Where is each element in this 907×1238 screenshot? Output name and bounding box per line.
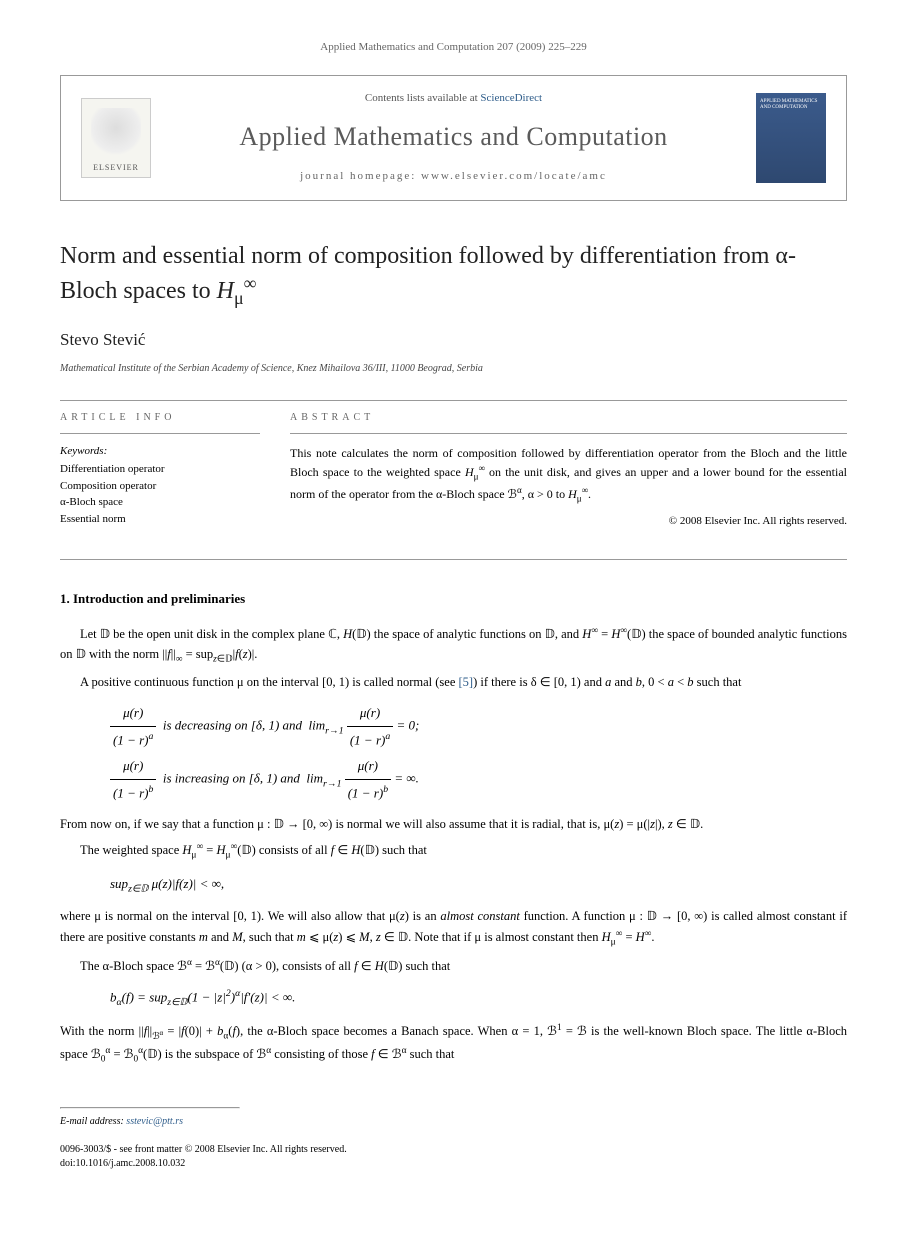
running-head: Applied Mathematics and Computation 207 … bbox=[60, 40, 847, 55]
elsevier-tree-icon bbox=[91, 108, 141, 158]
keyword: Differentiation operator bbox=[60, 461, 260, 478]
abstract-text: This note calculates the norm of composi… bbox=[290, 444, 847, 506]
body-paragraph: A positive continuous function μ on the … bbox=[60, 673, 847, 692]
journal-cover-thumb: APPLIED MATHEMATICS AND COMPUTATION bbox=[756, 93, 826, 183]
keyword: Composition operator bbox=[60, 478, 260, 495]
math-line: μ(r)(1 − r)b is increasing on [δ, 1) and… bbox=[110, 753, 847, 806]
header-center: Contents lists available at ScienceDirec… bbox=[151, 91, 756, 184]
divider-rule bbox=[60, 559, 847, 560]
homepage-line: journal homepage: www.elsevier.com/locat… bbox=[171, 169, 736, 184]
abstract-copyright: © 2008 Elsevier Inc. All rights reserved… bbox=[290, 514, 847, 529]
abstract-column: ABSTRACT This note calculates the norm o… bbox=[290, 401, 847, 529]
body-paragraph: where μ is normal on the interval [0, 1)… bbox=[60, 907, 847, 950]
email-label: E-mail address: bbox=[60, 1116, 126, 1127]
front-matter-line: 0096-3003/$ - see front matter © 2008 El… bbox=[60, 1143, 847, 1157]
body-paragraph: From now on, if we say that a function μ… bbox=[60, 815, 847, 834]
abstract-header: ABSTRACT bbox=[290, 401, 847, 434]
math-display: supz∈𝔻 μ(z)|f(z)| < ∞, bbox=[110, 871, 847, 899]
body-paragraph: The α-Bloch space ℬα = ℬα(𝔻) (α > 0), co… bbox=[60, 956, 847, 977]
keywords-label: Keywords: bbox=[60, 444, 260, 459]
author-affiliation: Mathematical Institute of the Serbian Ac… bbox=[60, 362, 847, 376]
math-display: μ(r)(1 − r)a is decreasing on [δ, 1) and… bbox=[110, 700, 847, 807]
contents-line: Contents lists available at ScienceDirec… bbox=[171, 91, 736, 106]
info-abstract-row: ARTICLE INFO Keywords: Differentiation o… bbox=[60, 401, 847, 529]
journal-header-box: ELSEVIER Contents lists available at Sci… bbox=[60, 75, 847, 200]
keyword: α-Bloch space bbox=[60, 494, 260, 511]
math-line: μ(r)(1 − r)a is decreasing on [δ, 1) and… bbox=[110, 700, 847, 753]
cover-title: APPLIED MATHEMATICS AND COMPUTATION bbox=[760, 99, 822, 111]
math-display: bα(f) = supz∈𝔻(1 − |z|2)α|f′(z)| < ∞. bbox=[110, 984, 847, 1012]
keyword: Essential norm bbox=[60, 511, 260, 528]
article-title: Norm and essential norm of composition f… bbox=[60, 241, 847, 310]
email-link[interactable]: sstevic@ptt.rs bbox=[126, 1116, 183, 1127]
email-footnote: E-mail address: sstevic@ptt.rs bbox=[60, 1115, 847, 1129]
contents-prefix: Contents lists available at bbox=[365, 92, 480, 104]
elsevier-label: ELSEVIER bbox=[93, 162, 139, 173]
copyright-footer: 0096-3003/$ - see front matter © 2008 El… bbox=[60, 1143, 847, 1171]
journal-name: Applied Mathematics and Computation bbox=[171, 119, 736, 155]
body-paragraph: The weighted space Hμ∞ = Hμ∞(𝔻) consists… bbox=[60, 840, 847, 863]
elsevier-logo: ELSEVIER bbox=[81, 98, 151, 178]
article-info-column: ARTICLE INFO Keywords: Differentiation o… bbox=[60, 401, 260, 529]
body-paragraph: Let 𝔻 be the open unit disk in the compl… bbox=[60, 624, 847, 667]
author-name: Stevo Stević bbox=[60, 328, 847, 352]
footnote-rule bbox=[60, 1107, 240, 1109]
section-1-title: 1. Introduction and preliminaries bbox=[60, 590, 847, 608]
sciencedirect-link[interactable]: ScienceDirect bbox=[480, 92, 542, 104]
body-paragraph: With the norm ||f||ℬα = |f(0)| + bα(f), … bbox=[60, 1021, 847, 1067]
article-info-header: ARTICLE INFO bbox=[60, 401, 260, 434]
doi-line: doi:10.1016/j.amc.2008.10.032 bbox=[60, 1157, 847, 1171]
